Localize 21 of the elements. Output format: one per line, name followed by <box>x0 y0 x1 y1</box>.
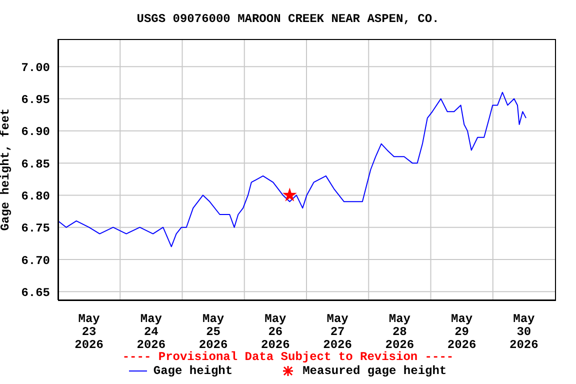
text: ---- Provisional Data Subject to Revision ---- <box>122 350 454 364</box>
x-tick-label: May 27 2026 <box>323 312 352 352</box>
x-tick-label: May 28 2026 <box>385 312 414 352</box>
x-tick-label: May 24 2026 <box>136 312 166 352</box>
y-tick-label: 6.90 <box>21 125 50 140</box>
x-tick-label: May 23 2026 <box>74 312 104 352</box>
y-tick-label: 6.95 <box>21 93 50 108</box>
y-tick-label: 7.00 <box>21 60 50 75</box>
x-tick-label: May 29 2026 <box>447 312 476 352</box>
y-tick-label: 6.70 <box>21 254 50 268</box>
y-tick-label: 6.65 <box>21 286 50 300</box>
y-tick-label: 6.75 <box>21 222 50 236</box>
legend-label: Gage height <box>153 364 233 378</box>
line-series <box>58 92 527 248</box>
x-tick-label: May 25 2026 <box>198 312 228 352</box>
chart-title: USGS 09076000 MAROON CREEK NEAR ASPEN, CO. <box>136 12 440 26</box>
legend-label: Measured gage height <box>302 364 447 378</box>
x-tick-label: May 26 2026 <box>261 312 290 352</box>
y-tick-label: 6.85 <box>21 157 50 172</box>
y-tick-label: 6.80 <box>21 189 50 204</box>
x-tick-label: May 30 2026 <box>510 312 538 352</box>
